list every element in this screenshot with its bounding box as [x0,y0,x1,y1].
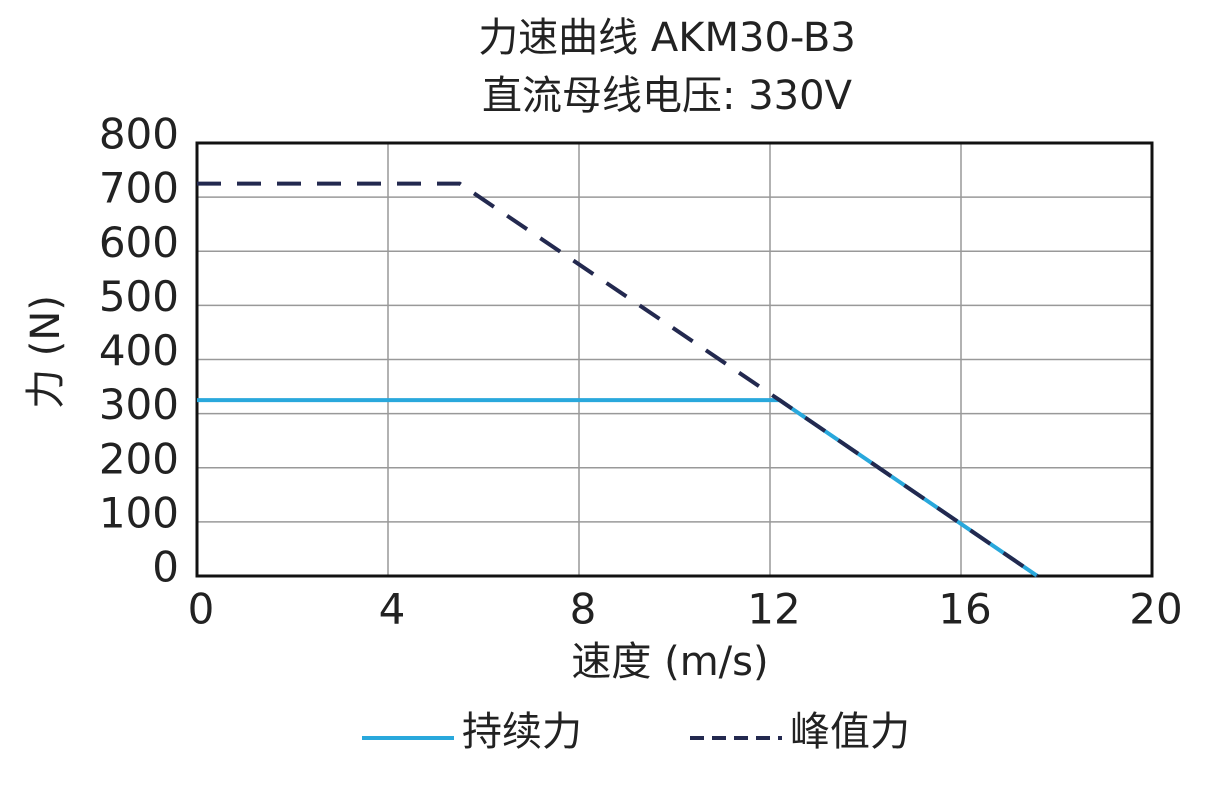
x-tick-label: 8 [570,585,597,634]
x-tick-label: 4 [379,585,406,634]
y-tick-label: 200 [99,434,179,483]
y-tick-label: 600 [99,218,179,267]
x-tick-label: 0 [188,585,215,634]
y-tick-label: 500 [99,272,179,321]
y-tick-label: 0 [152,543,179,592]
y-tick-label: 800 [99,110,179,159]
y-tick-label: 300 [99,380,179,429]
plot-frame [195,141,1154,578]
series-line [197,181,1039,578]
y-tick-label: 700 [99,164,179,213]
y-tick-label: 100 [99,488,179,537]
x-tick-label: 12 [747,585,800,634]
chart-title: 力速曲线 AKM30-B3 [478,15,856,61]
legend-label: 持续力 [462,709,582,755]
chart-subtitle: 直流母线电压: 330V [482,73,853,119]
x-tick-label: 16 [938,585,991,634]
x-axis-label: 速度 (m/s) [571,639,768,685]
y-axis-label: 力 (N) [23,295,69,409]
x-tick-label: 20 [1129,585,1182,634]
y-tick-label: 400 [99,326,179,375]
legend-label: 峰值力 [790,709,910,755]
